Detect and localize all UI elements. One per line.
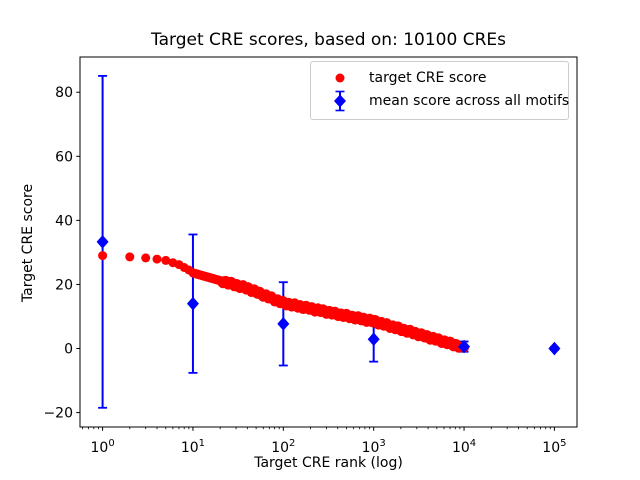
x-axis-label: Target CRE rank (log) [254,455,403,471]
y-axis: −20 0 20 40 60 80 [43,85,80,422]
legend-item-target-cre-score: target CRE score [323,68,560,88]
errorbar-diamond-markers [96,235,561,356]
x-axis: 100 101 102 103 104 105 [82,427,567,456]
axes-frame [79,56,578,428]
x-tick-label: 100 [90,438,114,456]
x-tick-label: 104 [452,438,476,456]
legend-label: target CRE score [369,69,487,86]
y-tick-label: 0 [64,342,73,358]
legend: target CRE score mean score across all m… [310,61,569,120]
legend-label: mean score across all motifs [369,93,570,110]
x-tick-label: 102 [271,438,295,456]
x-tick-label: 105 [542,438,566,456]
legend-item-mean-score: mean score across all motifs [323,89,569,113]
blue-diamond-errorbar-marker-icon [323,89,357,113]
y-tick-label: −20 [43,406,73,422]
y-tick-label: 40 [55,213,73,229]
y-tick-label: 20 [55,277,73,293]
y-tick-label: 80 [55,85,73,101]
y-axis-label: Target CRE score [20,183,36,303]
x-tick-label: 101 [181,438,205,456]
chart-title: Target CRE scores, based on: 10100 CREs [151,30,506,50]
y-tick-label: 60 [55,149,73,165]
errorbar-series-mean-score [98,75,559,409]
x-tick-label: 103 [362,438,386,456]
red-dot-marker-icon [323,68,357,88]
scatter-series-target-cre-score [98,251,469,353]
